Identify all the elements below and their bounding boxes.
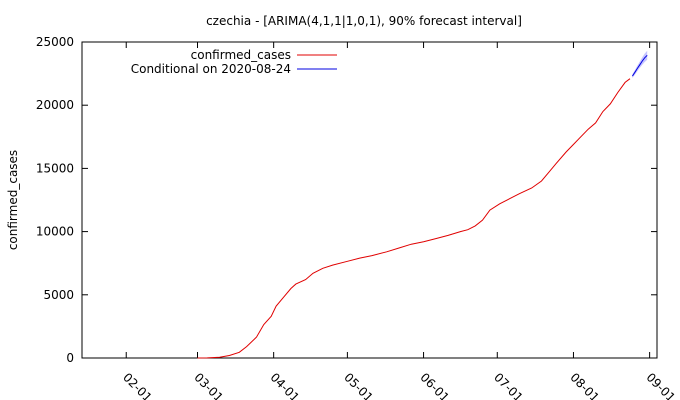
y-tick-label: 10000	[36, 225, 74, 239]
legend-label-conditional: Conditional on 2020-08-24	[131, 62, 291, 76]
x-tick-label: 05-01	[341, 370, 376, 400]
y-tick-label: 25000	[36, 35, 74, 49]
series-layer	[197, 54, 648, 359]
y-tick-label: 15000	[36, 161, 74, 175]
chart-title: czechia - [ARIMA(4,1,1|1,0,1), 90% forec…	[206, 14, 522, 28]
x-tick-label: 07-01	[491, 370, 526, 400]
x-tick-label: 08-01	[567, 370, 602, 400]
legend: confirmed_cases Conditional on 2020-08-2…	[131, 48, 337, 76]
y-tick-label: 0	[66, 351, 74, 365]
y-tick-label: 20000	[36, 98, 74, 112]
y-axis-label: confirmed_cases	[6, 150, 20, 250]
x-tick-label: 09-01	[644, 370, 679, 400]
legend-label-confirmed-cases: confirmed_cases	[191, 48, 291, 62]
y-tick-label: 5000	[43, 288, 74, 302]
plot-frame	[81, 41, 658, 359]
x-axis: 02-01 03-01 04-01 05-01 06-01 07-01 08-01 09-01	[120, 42, 678, 400]
x-tick-label: 04-01	[268, 370, 303, 400]
series-line-conditional-forecast	[631, 54, 648, 77]
series-line-confirmed-cases	[197, 78, 631, 359]
x-tick-label: 03-01	[191, 370, 226, 400]
y-axis: 0 5000 10000 15000 20000 25000	[36, 35, 657, 365]
x-tick-label: 06-01	[417, 370, 452, 400]
x-tick-label: 02-01	[120, 370, 155, 400]
